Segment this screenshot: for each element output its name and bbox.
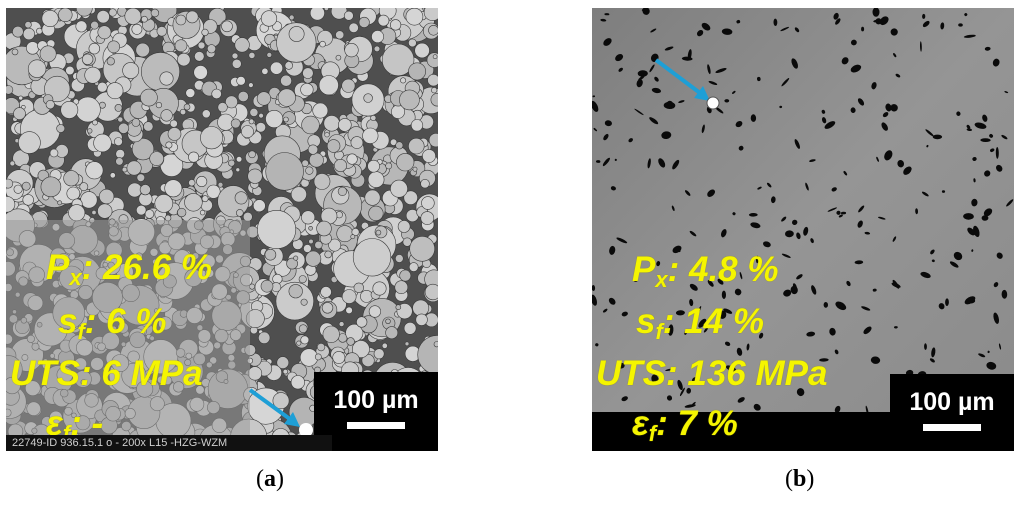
marker-dot-icon [299, 423, 313, 437]
scale-bar-line [923, 424, 981, 431]
caption-b: (b) [785, 466, 815, 492]
scale-label: 100 µm [909, 388, 995, 416]
arrow-icon [654, 58, 710, 101]
scale-bar-line [347, 422, 405, 429]
arrow-icon [248, 388, 300, 427]
scale-bar-a: 100 µm [314, 372, 438, 451]
micrograph-panel-a: Px: 26.6 % sf: 6 % UTS: 6 MPa εf: - 100 … [6, 8, 438, 451]
scale-label: 100 µm [333, 386, 419, 414]
marker-dot-icon [706, 96, 720, 110]
micrograph-panel-b: Px: 4.8 % sf: 14 % UTS: 136 MPa εf: 7 % … [592, 8, 1014, 451]
sem-info-footer: 22749-ID 936.15.1 o - 200x L15 -HZG-WZM [6, 435, 332, 451]
uts-label: UTS: 136 MPa [596, 354, 828, 393]
uts-label: UTS: 6 MPa [10, 354, 203, 393]
porosity-label: Px: 26.6 % [46, 248, 212, 290]
porosity-label: Px: 4.8 % [632, 250, 779, 292]
micrograph-image-a [6, 8, 438, 451]
sf-label: sf: 14 % [636, 302, 764, 344]
sf-label: sf: 6 % [58, 302, 167, 344]
caption-a: (a) [256, 466, 284, 492]
scale-bar-b: 100 µm [890, 374, 1014, 451]
elongation-label: εf: 7 % [632, 404, 738, 446]
